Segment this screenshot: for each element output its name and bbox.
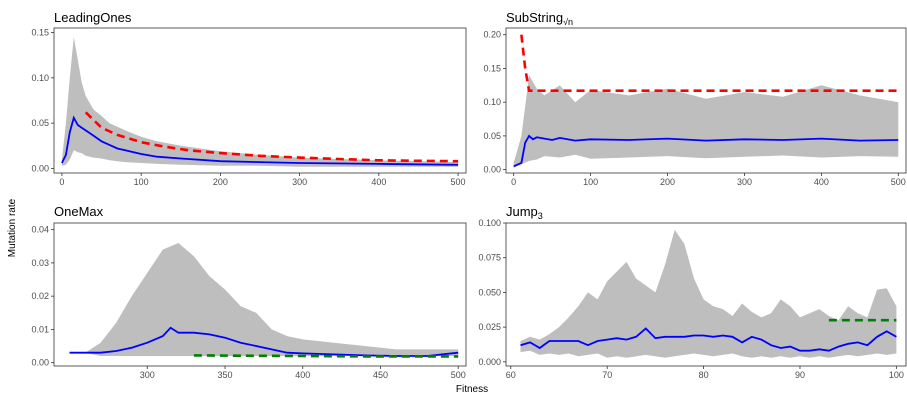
y-tick-label: 0.03 — [31, 258, 49, 268]
y-tick-label: 0.10 — [483, 97, 501, 107]
y-tick-label: 0.15 — [31, 28, 49, 38]
x-tick-label: 100 — [134, 177, 149, 187]
x-tick-label: 0 — [59, 177, 64, 187]
panel-title: SubString√n — [506, 10, 573, 27]
y-axis-label: Mutation rate — [7, 198, 18, 257]
panel-3: Jump3 60 70 80 90 100 0.000 0.025 0.050 0.075 0.10… — [478, 204, 907, 380]
mean-rate-line — [61, 115, 459, 166]
y-tick-label: 0.00 — [483, 165, 501, 175]
plot-area — [513, 34, 899, 168]
x-tick-label: 90 — [795, 370, 805, 380]
panel-title: Jump3 — [506, 204, 543, 221]
x-tick-label: 500 — [891, 177, 906, 187]
panel-title-subscript: 3 — [538, 211, 543, 221]
x-tick-label: 80 — [699, 370, 709, 380]
y-tick-label: 0.050 — [478, 287, 501, 297]
variance-band — [520, 229, 897, 358]
x-tick-label: 100 — [583, 177, 598, 187]
panel-frame — [505, 222, 907, 367]
panel-frame — [53, 222, 467, 367]
plot-area — [69, 243, 459, 358]
panel-1: SubString√n 0 100 200 300 400 500 0.00 0.05 0.10 0… — [483, 10, 907, 187]
y-tick-label: 0.075 — [478, 253, 501, 263]
reference-dashed-line — [84, 111, 459, 163]
y-tick-label: 0.04 — [31, 225, 49, 235]
panel-2: OneMax 300 350 400 450 500 0.00 0.01 0.02 0.03 0.0… — [31, 204, 467, 380]
x-tick-label: 200 — [213, 177, 228, 187]
y-tick-label: 0.00 — [31, 163, 49, 173]
y-tick-label: 0.10 — [31, 73, 49, 83]
x-tick-label: 60 — [506, 370, 516, 380]
plot-area — [61, 37, 459, 167]
x-tick-label: 300 — [140, 370, 155, 380]
variance-band — [61, 37, 459, 167]
x-tick-label: 350 — [218, 370, 233, 380]
panel-title: LeadingOnes — [54, 10, 132, 25]
y-tick-label: 0.02 — [31, 291, 49, 301]
panel-frame — [53, 27, 467, 174]
mean-rate-line — [520, 327, 897, 352]
panel-title: OneMax — [54, 204, 104, 219]
x-tick-label: 0 — [511, 177, 516, 187]
x-tick-label: 400 — [814, 177, 829, 187]
y-tick-label: 0.01 — [31, 324, 49, 334]
x-tick-label: 400 — [295, 370, 310, 380]
x-tick-label: 400 — [371, 177, 386, 187]
x-tick-label: 70 — [602, 370, 612, 380]
y-tick-label: 0.025 — [478, 322, 501, 332]
y-tick-label: 0.00 — [31, 358, 49, 368]
x-axis-label: Fitness — [456, 384, 488, 395]
x-tick-label: 450 — [373, 370, 388, 380]
panel-title-subscript: √n — [563, 17, 573, 27]
x-tick-label: 300 — [737, 177, 752, 187]
reference-dashed-line — [193, 354, 459, 358]
y-tick-label: 0.05 — [483, 131, 501, 141]
y-tick-label: 0.05 — [31, 118, 49, 128]
variance-band — [513, 75, 899, 168]
panel-frame — [505, 27, 907, 174]
y-tick-label: 0.100 — [478, 218, 501, 228]
mean-rate-line — [69, 326, 459, 357]
mean-rate-line — [513, 134, 899, 168]
y-tick-label: 0.000 — [478, 357, 501, 367]
y-tick-label: 0.20 — [483, 30, 501, 40]
x-tick-label: 500 — [451, 370, 466, 380]
variance-band — [69, 243, 459, 356]
x-tick-label: 500 — [451, 177, 466, 187]
x-tick-label: 200 — [660, 177, 675, 187]
x-tick-label: 100 — [889, 370, 904, 380]
x-tick-label: 300 — [292, 177, 307, 187]
panel-0: LeadingOnes 0 100 200 300 400 500 0.00 0.05 0.10 0… — [31, 10, 467, 187]
reference-dashed-line — [520, 34, 899, 92]
plot-area — [520, 229, 897, 358]
y-tick-label: 0.15 — [483, 63, 501, 73]
